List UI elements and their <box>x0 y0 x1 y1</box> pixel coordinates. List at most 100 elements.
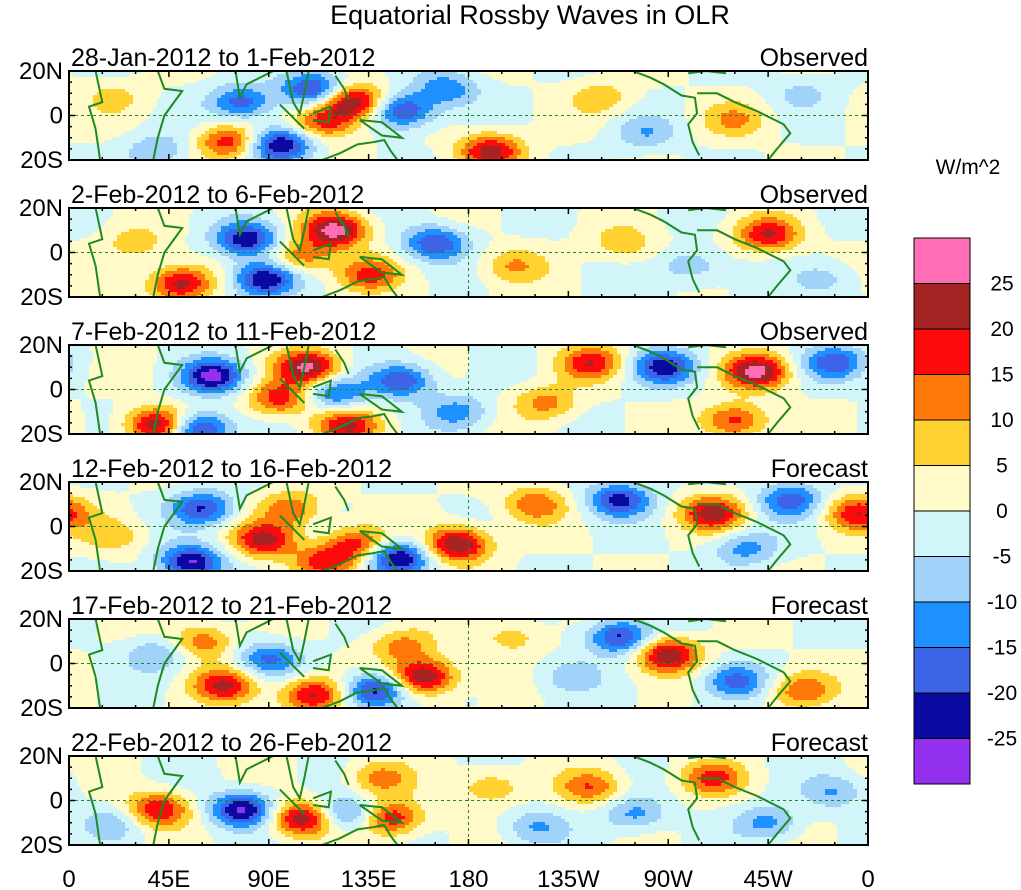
coastline-segment <box>279 377 306 404</box>
coastline-segment <box>697 366 792 434</box>
colorbar-swatch <box>913 647 971 694</box>
colorbar-label: 0 <box>996 500 1008 523</box>
colorbar-label: -10 <box>987 591 1017 614</box>
coastline-segment <box>285 756 310 801</box>
colorbar-swatch <box>913 556 971 603</box>
coastline-segment <box>152 71 185 160</box>
colorbar-label: 20 <box>990 318 1013 341</box>
panel-status: Observed <box>760 318 868 346</box>
panel-status: Observed <box>760 44 868 72</box>
panel-date-range: 17-Feb-2012 to 21-Feb-2012 <box>71 592 392 620</box>
chart-title: Equatorial Rossby Waves in OLR <box>330 0 730 30</box>
y-tick-label: 20N <box>19 743 63 770</box>
coastline-segment <box>285 619 310 664</box>
colorbar-swatch <box>913 692 971 739</box>
y-tick-label: 20N <box>19 606 63 633</box>
coastline-segment <box>234 208 274 238</box>
coastline-segment <box>87 756 104 845</box>
coastline-segment <box>321 275 399 297</box>
coastline-segment <box>697 777 792 845</box>
coastline-segment <box>312 105 333 124</box>
colorbar-swatch <box>913 374 971 421</box>
coastline-segment <box>359 667 406 688</box>
x-tick-label: 45W <box>743 866 793 890</box>
coastline-segment <box>87 208 104 297</box>
coastline-segment <box>234 482 274 512</box>
coastline-segment <box>359 392 406 414</box>
coastline-segment <box>152 619 185 708</box>
coastline-segment <box>632 482 701 567</box>
coastlines <box>87 71 792 160</box>
panel-ticks <box>68 344 869 435</box>
colorbar-label: -5 <box>993 546 1012 569</box>
panel-6: 20N 0 20S 22-Feb-2012 to 26-Feb-2012 Forecas… <box>19 729 869 859</box>
y-tick-label: 20N <box>19 195 63 222</box>
reference-lines <box>69 756 868 845</box>
coastline-segment <box>87 482 104 571</box>
coastline-segment <box>279 103 306 130</box>
panel-date-range: 2-Feb-2012 to 6-Feb-2012 <box>71 181 364 209</box>
colorbar-swatch <box>913 283 971 330</box>
coastline-segment <box>152 208 185 297</box>
coastline-segment <box>359 119 406 140</box>
coastline-segment <box>312 242 333 261</box>
coastline-segment <box>152 756 185 845</box>
panel-status: Forecast <box>771 729 868 757</box>
coastline-segment <box>697 92 792 160</box>
coastline-segment <box>688 345 727 349</box>
panel-ticks <box>68 481 869 572</box>
colorbar-swatch <box>913 419 971 466</box>
coastline-segment <box>632 71 701 157</box>
panel-status: Observed <box>760 181 868 209</box>
reference-lines <box>69 482 868 571</box>
coastline-segment <box>321 686 399 708</box>
coastline-segment <box>697 229 792 297</box>
colorbar-swatch <box>913 601 971 648</box>
y-tick-label: 0 <box>50 377 63 404</box>
reference-lines <box>69 208 868 297</box>
anomaly-field <box>69 208 868 297</box>
coastline-segment <box>334 485 350 512</box>
y-tick-label: 20S <box>20 832 63 859</box>
y-tick-label: 0 <box>50 103 63 130</box>
panel-5: 20N 0 20S 17-Feb-2012 to 21-Feb-2012 Forecas… <box>19 592 869 722</box>
panel-3: 20N 0 20S 7-Feb-2012 to 11-Feb-2012 Observed <box>19 318 869 448</box>
panel-ticks <box>68 207 869 298</box>
y-tick-label: 20S <box>20 695 63 722</box>
coastline-segment <box>632 345 701 431</box>
panel-date-range: 12-Feb-2012 to 16-Feb-2012 <box>71 455 392 483</box>
panel-date-range: 22-Feb-2012 to 26-Feb-2012 <box>71 729 392 757</box>
coastline-segment <box>87 619 104 708</box>
panel-4: 20N 0 20S 12-Feb-2012 to 16-Feb-2012 Forecas… <box>19 455 869 585</box>
panel-ticks <box>68 70 869 161</box>
panel-date-range: 28-Jan-2012 to 1-Feb-2012 <box>71 44 375 72</box>
coastline-segment <box>359 255 406 277</box>
y-tick-label: 20N <box>19 332 63 359</box>
coastline-segment <box>285 208 310 253</box>
panel-2: 20N 0 20S 2-Feb-2012 to 6-Feb-2012 Observed <box>19 181 869 311</box>
coastline-segment <box>234 619 274 649</box>
coastlines <box>87 619 792 708</box>
coastlines <box>87 208 792 297</box>
y-tick-label: 20N <box>19 469 63 496</box>
anomaly-field <box>69 71 868 160</box>
coastline-segment <box>87 345 104 434</box>
coastline-segment <box>312 790 333 809</box>
x-axis: 0 45E 90E 135E 180 135W 90W 45W 0 <box>62 866 874 890</box>
coastline-segment <box>285 482 310 527</box>
panel-ticks <box>68 755 869 846</box>
anomaly-field <box>69 345 868 434</box>
colorbar-swatch <box>913 738 971 785</box>
anomaly-field <box>69 619 868 708</box>
coastline-segment <box>334 74 350 101</box>
colorbar-label: 15 <box>990 364 1013 387</box>
colorbar-swatch <box>913 465 971 512</box>
coastline-segment <box>234 71 274 101</box>
colorbar-label: -20 <box>987 682 1017 705</box>
coastline-segment <box>279 514 306 541</box>
coastline-segment <box>688 208 727 212</box>
reference-lines <box>69 71 868 160</box>
y-tick-label: 0 <box>50 651 63 678</box>
reference-lines <box>69 345 868 434</box>
coastline-segment <box>321 823 399 845</box>
